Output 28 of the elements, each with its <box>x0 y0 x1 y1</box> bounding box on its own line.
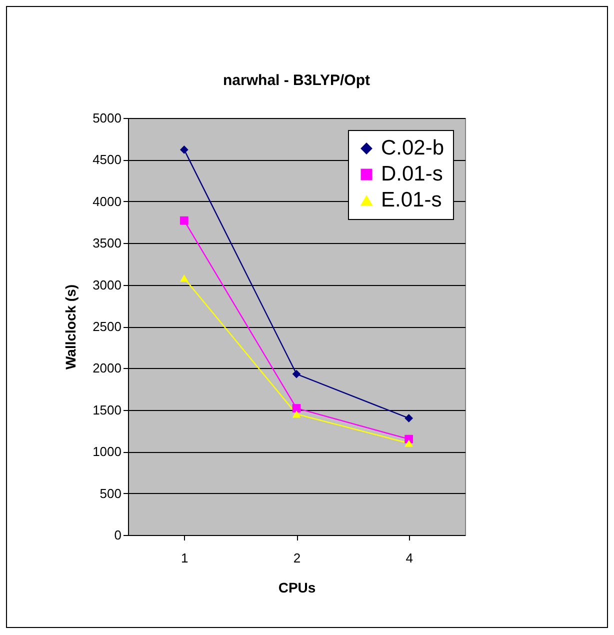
y-tick-label: 0 <box>114 528 122 542</box>
legend-label: E.01-s <box>381 188 442 212</box>
x-axis-title: CPUs <box>278 580 316 596</box>
point <box>180 146 188 154</box>
y-axis-title: Wallclock (s) <box>62 284 79 370</box>
y-tick-label: 1500 <box>92 402 122 418</box>
y-tick-label: 4500 <box>92 152 122 168</box>
x-tick-label: 4 <box>406 550 413 566</box>
y-tick-label: 500 <box>100 486 122 501</box>
point <box>404 440 414 447</box>
point <box>404 414 414 422</box>
legend-label: D.01-s <box>381 162 443 186</box>
x-tick-label: 1 <box>181 550 188 566</box>
point <box>292 404 301 412</box>
y-tick-label: 3500 <box>92 236 122 251</box>
chart-title: narwhal - B3LYP/Opt <box>223 72 370 89</box>
y-tick-label: 3000 <box>92 277 122 292</box>
y-tick-label: 1000 <box>92 444 122 460</box>
point <box>292 370 301 378</box>
point <box>180 216 188 225</box>
x-tick-label: 2 <box>293 550 301 566</box>
point <box>292 410 301 418</box>
y-tick-label: 5000 <box>92 110 122 126</box>
legend-label: C.02-b <box>381 136 444 160</box>
y-tick-label: 2000 <box>92 360 122 376</box>
y-tick-label: 4000 <box>92 194 122 209</box>
y-tick-label: 2500 <box>92 319 122 334</box>
point <box>180 274 188 282</box>
